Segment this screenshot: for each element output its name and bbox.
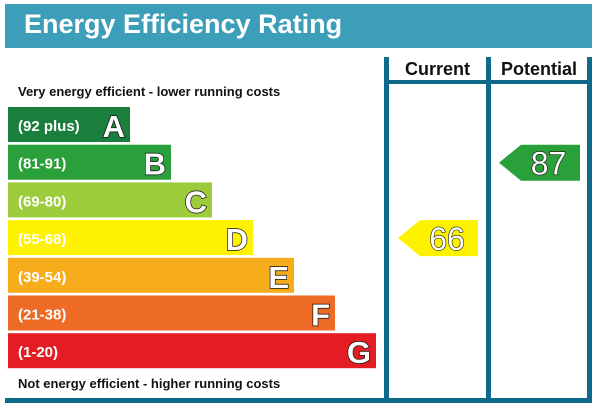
current-rating-value: 66	[429, 221, 465, 257]
band-letter-e: E	[268, 260, 289, 295]
band-range-label-d: (55-68)	[18, 231, 66, 248]
band-range-label-b: (81-91)	[18, 156, 66, 173]
band-letter-b: B	[144, 147, 166, 182]
band-letter-c: C	[185, 184, 207, 219]
band-bar-c	[8, 182, 212, 218]
band-range-label-a: (92 plus)	[18, 118, 80, 135]
title-bar	[5, 4, 592, 48]
band-bar-e	[8, 257, 294, 293]
rating-bands: (92 plus) A (81-91) B (69-80) C (55-68) D (39-54…	[8, 107, 376, 371]
band-range-label-c: (69-80)	[18, 193, 66, 210]
band-letter-f: F	[311, 298, 330, 333]
band-bar-f	[8, 295, 335, 331]
potential-rating-value: 87	[531, 146, 567, 182]
frame-line-left-current	[384, 57, 389, 398]
band-bar-d	[8, 220, 253, 256]
bottom-caption: Not energy efficient - higher running co…	[18, 376, 280, 391]
frame-line-bottom	[5, 398, 592, 403]
top-caption: Very energy efficient - lower running co…	[18, 84, 280, 99]
frame-line-right-current	[486, 57, 491, 398]
current-rating-arrow	[398, 220, 478, 257]
band-letter-a: A	[103, 109, 125, 144]
potential-rating-arrow	[499, 144, 580, 181]
band-range-label-f: (21-38)	[18, 307, 66, 324]
chart-title: Energy Efficiency Rating	[24, 9, 342, 39]
score-arrows: 66 87	[398, 144, 580, 258]
band-letter-g: G	[347, 335, 371, 370]
band-range-label-e: (39-54)	[18, 269, 66, 286]
frame-line-right-potential	[587, 57, 592, 398]
band-range-label-g: (1-20)	[18, 344, 58, 361]
frame-line-header	[384, 80, 592, 84]
band-bar-b	[8, 144, 171, 180]
band-letter-d: D	[226, 222, 248, 257]
band-bar-g	[8, 333, 376, 369]
column-header-current: Current	[405, 59, 470, 79]
column-header-potential: Potential	[501, 59, 577, 79]
band-bar-a	[8, 107, 130, 142]
